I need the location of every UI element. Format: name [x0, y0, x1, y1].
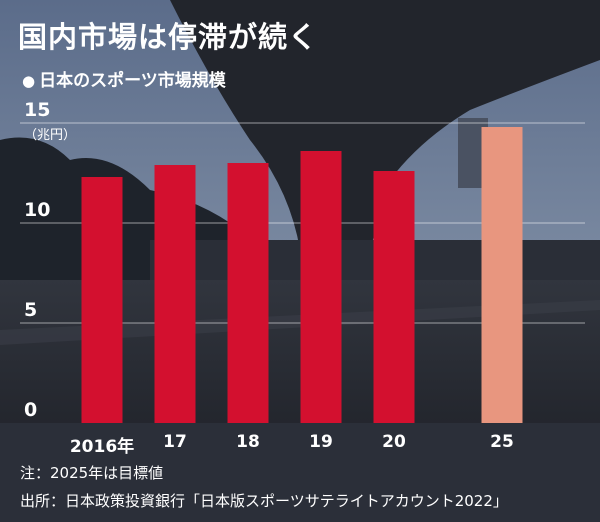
- x-tick-label: 19: [309, 432, 333, 452]
- y-axis-unit: （兆円）: [24, 128, 77, 143]
- bar-20: [373, 171, 415, 423]
- subtitle-text: 日本のスポーツ市場規模: [39, 71, 226, 91]
- y-tick-label: 15: [24, 99, 51, 121]
- bar-17: [154, 165, 196, 423]
- source-note: 出所：日本政策投資銀行「日本版スポーツサテライトアカウント2022」: [20, 492, 508, 510]
- x-tick-label: 25: [490, 432, 514, 452]
- y-tick-label: 0: [24, 399, 38, 421]
- x-tick-label: 18: [236, 432, 260, 452]
- bar-18: [227, 163, 269, 423]
- x-tick-label: 20: [382, 432, 406, 452]
- x-tick-label: 2016年: [69, 437, 135, 457]
- y-tick-label: 5: [24, 299, 38, 321]
- chart-subtitle: ● 日本のスポーツ市場規模: [22, 66, 226, 91]
- chart-title: 国内市場は停滞が続く: [18, 20, 319, 54]
- bar-2016年: [81, 177, 123, 423]
- x-axis-band: [0, 423, 600, 522]
- footnote: 注：2025年は目標値: [20, 464, 164, 482]
- bar-25: [481, 127, 523, 423]
- bar-19: [300, 151, 342, 423]
- x-tick-label: 17: [163, 432, 187, 452]
- bullet-icon: ●: [22, 72, 36, 90]
- y-tick-label: 10: [24, 199, 51, 221]
